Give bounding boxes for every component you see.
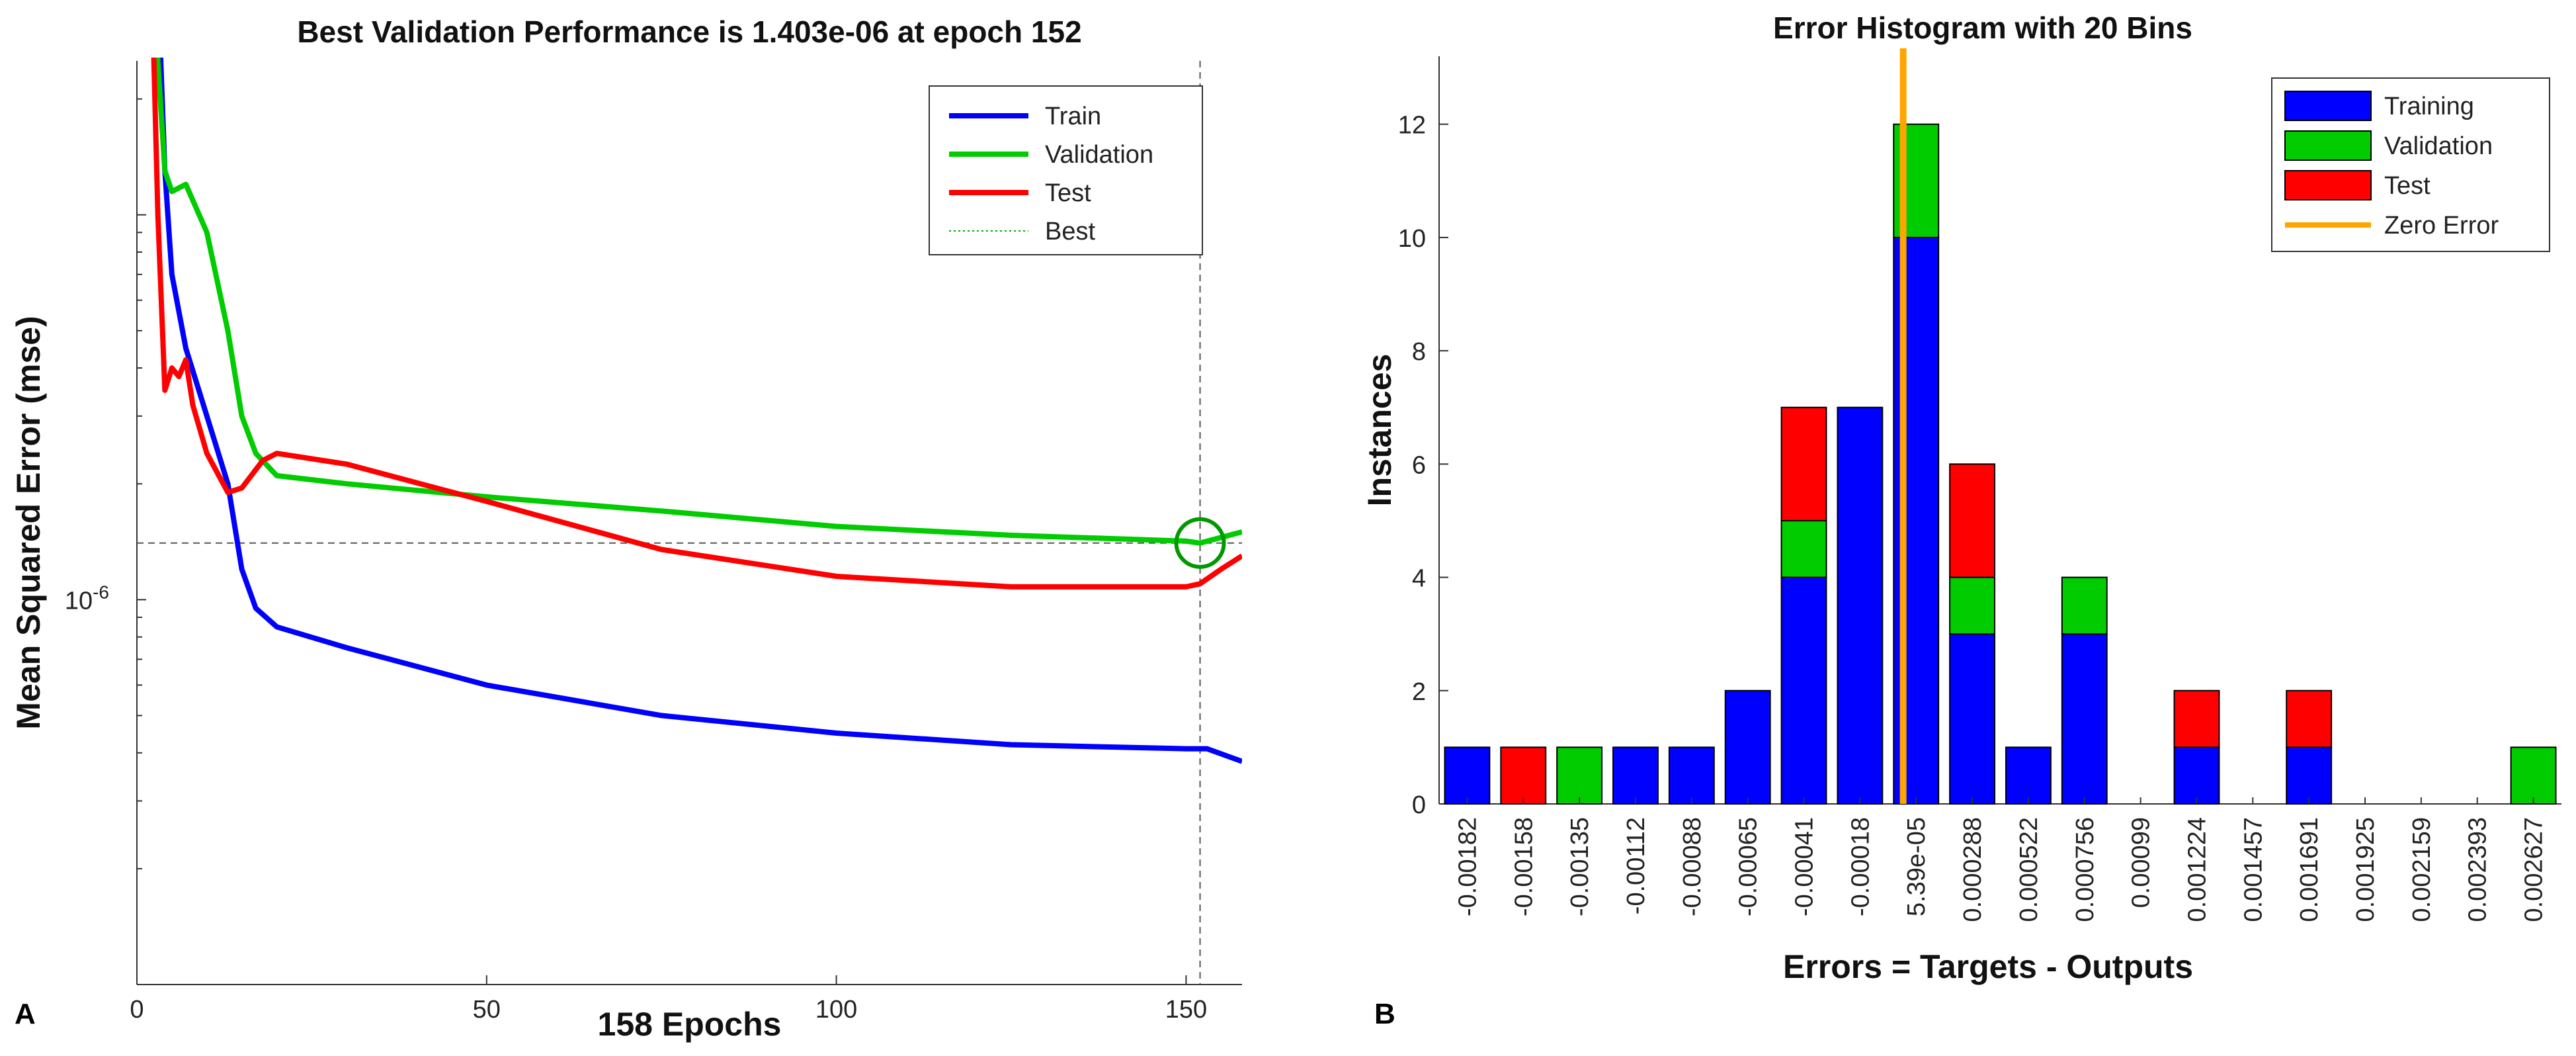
bar-test bbox=[2286, 689, 2333, 748]
y-tick-label: 4 bbox=[1412, 565, 1426, 593]
legend-swatch-training bbox=[2284, 91, 2372, 121]
x-axis-label: Errors = Targets - Outputs bbox=[1783, 948, 2193, 985]
panel-label-b: B bbox=[1374, 998, 1395, 1030]
x-tick-label: -0.00065 bbox=[1735, 817, 1763, 916]
y-tick-label: 2 bbox=[1412, 678, 1426, 706]
legend-label-validation: Validation bbox=[2384, 132, 2493, 160]
bar-training bbox=[2005, 746, 2052, 805]
x-tick-label: 50 bbox=[473, 996, 501, 1024]
x-tick-label: 0 bbox=[130, 996, 144, 1024]
legend-label-zero-error: Zero Error bbox=[2384, 212, 2499, 240]
bar-training bbox=[1612, 746, 1659, 805]
y-tick-label: 8 bbox=[1412, 338, 1426, 366]
legend-swatch-validation bbox=[2284, 130, 2372, 161]
bar-test bbox=[2173, 689, 2220, 748]
x-tick-label: -0.00135 bbox=[1566, 817, 1594, 916]
x-tick-label: 0.001691 bbox=[2296, 817, 2323, 922]
bar-test bbox=[1949, 463, 1996, 578]
y-tick-label: 6 bbox=[1412, 451, 1426, 479]
series-line-train bbox=[157, 58, 1242, 764]
bar-training bbox=[2061, 633, 2108, 805]
bar-test bbox=[1500, 746, 1547, 805]
legend-label-test: Test bbox=[2384, 172, 2431, 200]
x-tick-label: -0.00041 bbox=[1791, 817, 1819, 916]
x-tick-label: -0.00182 bbox=[1454, 817, 1481, 916]
bar-validation bbox=[2061, 576, 2108, 635]
legend-label-training: Training bbox=[2384, 93, 2474, 120]
x-tick-label: 0.001457 bbox=[2239, 817, 2267, 922]
bar-validation bbox=[1556, 746, 1603, 805]
series-line-validation bbox=[155, 58, 1242, 546]
y-tick-label: 0 bbox=[1412, 791, 1426, 819]
x-tick-label: 5.39e-05 bbox=[1903, 817, 1931, 916]
error-histogram-panel: 0 2 4 6 8 10 12 -0.00182 -0.00158 -0.00135 -0.0011… bbox=[1288, 0, 2576, 1056]
bar-validation bbox=[2510, 746, 2557, 805]
legend-label-best: Best bbox=[1045, 218, 1095, 245]
legend-label-train: Train bbox=[1045, 103, 1101, 130]
best-marker bbox=[1174, 517, 1226, 569]
x-tick-label: 150 bbox=[1165, 996, 1207, 1024]
x-tick-label: -0.00088 bbox=[1679, 817, 1706, 916]
x-tick-label: 0.002159 bbox=[2408, 817, 2436, 922]
legend-label-validation: Validation bbox=[1045, 141, 1153, 169]
x-tick-label: 0.000288 bbox=[1959, 817, 1987, 922]
bar-validation bbox=[1780, 519, 1827, 578]
y-axis-label: Instances bbox=[1361, 354, 1398, 507]
bar-training bbox=[2173, 746, 2220, 805]
bar-training bbox=[1837, 406, 1884, 805]
y-tick-label: 10 bbox=[1398, 225, 1426, 253]
y-tick-label: 10-6 bbox=[65, 582, 109, 615]
bar-training bbox=[1724, 689, 1771, 805]
x-axis-label: 158 Epochs bbox=[598, 1006, 782, 1043]
x-tick-label: 0.001224 bbox=[2183, 817, 2211, 922]
legend-swatch-test bbox=[2284, 170, 2372, 200]
bar-test bbox=[1780, 406, 1827, 521]
x-tick-label: 0.00099 bbox=[2128, 817, 2155, 908]
x-tick-label: 0.000756 bbox=[2071, 817, 2099, 922]
bar-training bbox=[1668, 746, 1715, 805]
series-line-test bbox=[151, 58, 1242, 590]
bar-training bbox=[1444, 746, 1491, 805]
legend-label-test: Test bbox=[1045, 179, 1091, 207]
y-tick-label: 12 bbox=[1398, 112, 1426, 140]
x-tick-label: 0.002393 bbox=[2464, 817, 2492, 922]
panel-label-a: A bbox=[15, 998, 36, 1030]
bar-training bbox=[2286, 746, 2333, 805]
x-tick-label: 0.001925 bbox=[2352, 817, 2380, 922]
chart-title: Error Histogram with 20 Bins bbox=[1773, 11, 2192, 45]
x-tick-label: -0.00158 bbox=[1510, 817, 1538, 916]
bar-validation bbox=[1949, 576, 1996, 635]
x-tick-label: 100 bbox=[815, 996, 857, 1024]
x-tick-label: -0.00018 bbox=[1847, 817, 1874, 916]
bar-training bbox=[1780, 576, 1827, 805]
y-axis-label: Mean Squared Error (mse) bbox=[10, 316, 47, 729]
x-tick-label: 0.000522 bbox=[2015, 817, 2043, 922]
chart-title: Best Validation Performance is 1.403e-06… bbox=[297, 15, 1081, 49]
x-tick-label: 0.002627 bbox=[2520, 817, 2548, 922]
bar-training bbox=[1949, 633, 1996, 805]
x-tick-label: -0.00112 bbox=[1622, 817, 1650, 914]
error-histogram-chart: 0 2 4 6 8 10 12 -0.00182 -0.00158 -0.00135 -0.0011… bbox=[1361, 11, 2561, 985]
